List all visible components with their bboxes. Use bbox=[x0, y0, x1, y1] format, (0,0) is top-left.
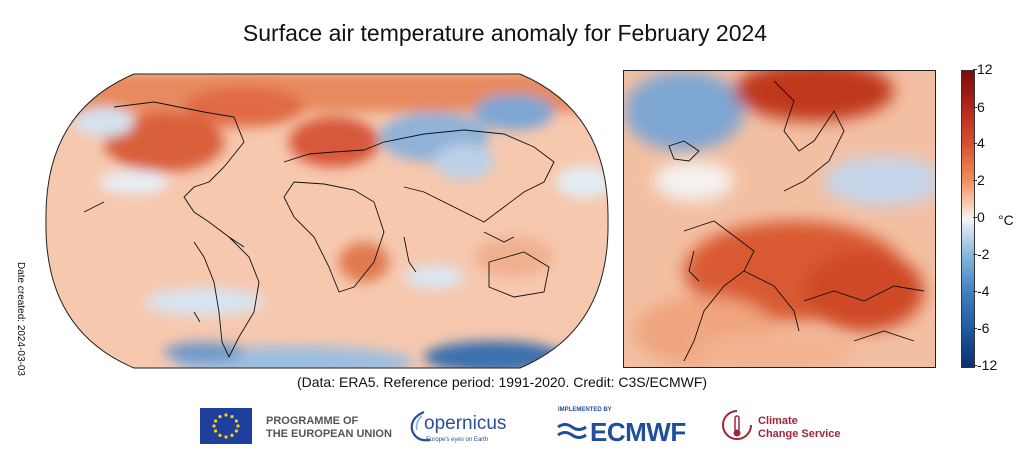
date-created-label: Date created: 2024-03-03 bbox=[15, 262, 26, 376]
copernicus-logo-text: opernicus bbox=[424, 413, 507, 434]
c3s-logo-text: Climate Change Service bbox=[758, 415, 841, 441]
c3s-logo-line: Climate bbox=[758, 415, 798, 427]
copernicus-tagline: Europe's eyes on Earth bbox=[426, 437, 489, 443]
colorbar-tick-label: -12 bbox=[972, 357, 998, 373]
implemented-by-label: IMPLEMENTED BY bbox=[558, 407, 612, 413]
ecmwf-wave-icon bbox=[557, 423, 587, 439]
colorbar-unit-label: °C bbox=[998, 212, 1014, 228]
data-credit-line: (Data: ERA5. Reference period: 1991-2020… bbox=[296, 374, 708, 390]
eu-flag-icon bbox=[200, 408, 252, 444]
temperature-colorbar bbox=[961, 70, 975, 368]
europe-anomaly-map bbox=[623, 70, 936, 368]
eu-logo-line: THE EUROPEAN UNION bbox=[266, 428, 392, 440]
colorbar-tick-label: -6 bbox=[972, 320, 990, 336]
colorbar-tick-label: 2 bbox=[973, 172, 985, 188]
world-anomaly-map bbox=[45, 73, 609, 369]
eu-logo-line: PROGRAMME OF bbox=[266, 415, 359, 427]
ecmwf-logo-text: ECMWF bbox=[590, 417, 686, 447]
colorbar-tick-label: 12 bbox=[973, 61, 993, 77]
copernicus-swirl-icon bbox=[410, 410, 431, 442]
c3s-logo-line: Change Service bbox=[758, 428, 841, 440]
colorbar-tick-label: -2 bbox=[972, 246, 990, 262]
colorbar-tick-label: -4 bbox=[972, 283, 990, 299]
colorbar-tick-label: 6 bbox=[973, 99, 985, 115]
colorbar-tick-label: 0 bbox=[973, 209, 985, 225]
eu-programme-logo: PROGRAMME OF THE EUROPEAN UNION bbox=[266, 415, 392, 441]
map-title: Surface air temperature anomaly for Febr… bbox=[242, 20, 768, 46]
climate-thermometer-icon bbox=[722, 410, 752, 440]
colorbar-tick-label: 4 bbox=[973, 135, 985, 151]
